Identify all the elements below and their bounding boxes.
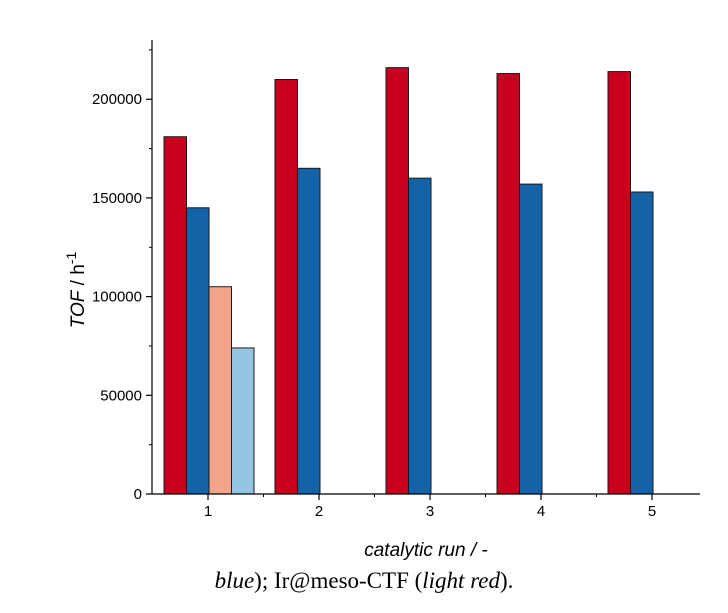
x-tick-label: 1 bbox=[204, 503, 212, 520]
x-tick-label: 4 bbox=[537, 503, 545, 520]
caption-part-4: ). bbox=[500, 568, 514, 593]
bar-run-2-series-2 bbox=[297, 167, 321, 495]
figure-caption: blue); Ir@meso-CTF (light red). bbox=[0, 568, 728, 594]
y-axis-title-unit: / h bbox=[68, 264, 89, 290]
bars bbox=[163, 67, 654, 495]
bar-run-2-series-1 bbox=[274, 78, 298, 495]
bar-run-5-series-2 bbox=[630, 191, 654, 495]
bar-run-3-series-1 bbox=[385, 67, 409, 495]
x-axis-title: catalytic run / - bbox=[364, 540, 488, 560]
caption-part-3: light red bbox=[422, 568, 501, 593]
y-axis-title: TOF / h-1 bbox=[63, 252, 89, 329]
bar-run-4-series-1 bbox=[496, 73, 520, 495]
bar-run-1-series-4 bbox=[231, 347, 255, 495]
x-tick-label: 2 bbox=[315, 503, 323, 520]
y-axis-title-main: TOF bbox=[68, 289, 89, 328]
y-tick-label: 100000 bbox=[92, 289, 142, 306]
caption-part-2: ); Ir@meso-CTF ( bbox=[254, 568, 423, 593]
y-tick-label: 50000 bbox=[100, 387, 142, 404]
y-ticks: 0 50000 100000 150000 200000 bbox=[92, 49, 152, 503]
x-ticks: 1 2 3 4 5 bbox=[204, 494, 656, 520]
x-tick-label: 5 bbox=[648, 503, 656, 520]
bar-run-3-series-2 bbox=[408, 177, 432, 495]
y-axis-title-sup: -1 bbox=[63, 252, 79, 265]
bar-run-1-series-1 bbox=[163, 136, 187, 495]
bar-run-1-series-3 bbox=[208, 286, 232, 495]
bar-run-1-series-2 bbox=[186, 207, 210, 495]
bar-chart: 0 50000 100000 150000 200000 1 2 3 4 5 catalytic… bbox=[63, 40, 700, 560]
bar-run-5-series-1 bbox=[607, 71, 631, 495]
x-tick-label: 3 bbox=[426, 503, 434, 520]
caption-part-1: blue bbox=[214, 568, 255, 593]
bar-run-4-series-2 bbox=[519, 183, 543, 495]
y-tick-label: 200000 bbox=[92, 91, 142, 108]
y-tick-label: 0 bbox=[134, 486, 142, 503]
y-tick-label: 150000 bbox=[92, 190, 142, 207]
